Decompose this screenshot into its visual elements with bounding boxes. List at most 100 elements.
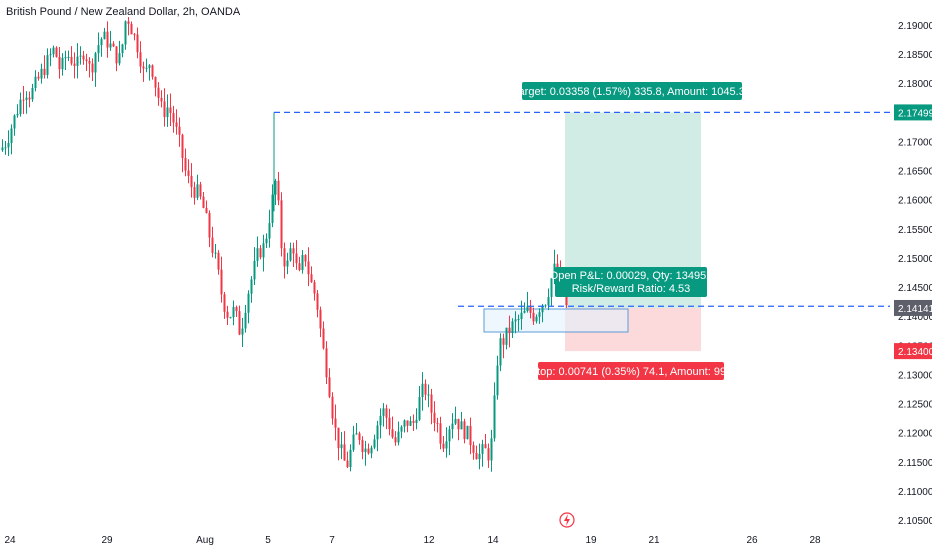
candle-body	[430, 394, 433, 413]
y-tick-label: 2.18500	[898, 50, 932, 61]
candle-body	[250, 279, 253, 294]
price-tag: 2.13400	[898, 347, 932, 358]
x-tick-label: 21	[648, 535, 660, 546]
pnl-label-bg	[555, 267, 707, 297]
candle-body	[109, 43, 112, 48]
candle-body	[454, 418, 457, 424]
y-tick-label: 2.16500	[898, 167, 932, 178]
candle-body	[328, 377, 331, 397]
time-axis[interactable]: 24 29 Aug 5 7 12 14 19 21 26 28	[4, 535, 821, 546]
candle-body	[160, 97, 163, 102]
candle-body	[178, 126, 181, 135]
candle-body	[301, 255, 304, 271]
candle-body	[148, 65, 151, 68]
candle-body	[355, 433, 358, 435]
candle-body	[193, 187, 196, 198]
candle-body	[58, 56, 61, 70]
candle-body	[226, 311, 229, 318]
candle-body	[64, 57, 67, 59]
candle-body	[208, 213, 211, 238]
pnl-label: Open P&L: 0.00029, Qty: 134952	[550, 270, 713, 282]
candle-body	[202, 196, 205, 208]
candle-body	[496, 365, 499, 396]
candle-body	[397, 431, 400, 443]
lightning-icon[interactable]	[559, 512, 575, 528]
x-tick-label: 24	[4, 535, 16, 546]
candle-body	[40, 68, 43, 79]
candle-body	[166, 107, 169, 118]
risk-reward-label: Risk/Reward Ratio: 4.53	[572, 283, 691, 295]
candle-body	[232, 307, 235, 318]
candle-body	[172, 113, 175, 123]
y-tick-label: 2.15500	[898, 225, 932, 236]
candle-body	[358, 433, 361, 441]
y-tick-label: 2.18000	[898, 79, 932, 90]
candle-body	[247, 293, 250, 313]
price-tag: 2.14141	[898, 304, 932, 315]
candle-body	[151, 65, 154, 77]
candle-body	[118, 53, 121, 64]
candle-body	[100, 39, 103, 46]
candle-body	[19, 99, 22, 115]
candle-body	[256, 248, 259, 261]
candle-body	[532, 312, 535, 322]
candle-body	[463, 421, 466, 440]
candle-body	[349, 449, 352, 468]
price-axis[interactable]: 2.190002.185002.180002.175002.170002.165…	[898, 21, 932, 527]
candle-body	[319, 309, 322, 329]
price-tag: 2.17499	[898, 108, 932, 119]
position-labels: Target: 0.03358 (1.57%) 335.8, Amount: 1…	[513, 82, 751, 380]
candle-body	[163, 101, 166, 118]
candle-body	[211, 237, 214, 253]
candle-body	[322, 328, 325, 349]
candle-body	[262, 243, 265, 258]
candle-body	[253, 260, 256, 280]
candle-body	[94, 53, 97, 73]
candle-body	[97, 45, 100, 54]
candle-body	[565, 294, 568, 306]
candle-body	[220, 269, 223, 295]
candle-body	[127, 21, 130, 24]
candle-body	[28, 97, 31, 100]
candle-body	[367, 448, 370, 454]
candle-body	[370, 447, 373, 454]
candle-body	[10, 128, 13, 144]
position-zones[interactable]	[483, 112, 701, 352]
price-tag-bg	[894, 299, 932, 316]
candle-body	[16, 114, 19, 116]
stop-label: Stop: 0.00741 (0.35%) 74.1, Amount: 990	[530, 366, 732, 378]
candle-body	[487, 448, 490, 461]
candle-body	[502, 338, 505, 345]
candle-body	[421, 383, 424, 398]
candle-body	[505, 327, 508, 345]
candle-body	[31, 87, 34, 100]
candle-body	[1, 147, 4, 151]
position-lines	[274, 111, 890, 307]
candle-body	[265, 238, 268, 244]
candle-body	[448, 429, 451, 442]
candle-body	[238, 311, 241, 335]
candle-body	[70, 56, 73, 64]
candle-body	[205, 207, 208, 214]
entry-range-box	[483, 308, 629, 333]
target-label-bg	[522, 82, 742, 100]
candle-body	[457, 418, 460, 430]
candle-body	[268, 223, 271, 239]
candle-body	[406, 420, 409, 426]
candle-body	[553, 263, 556, 279]
lightning-icon-bolt	[564, 514, 570, 526]
candle-body	[388, 417, 391, 430]
candle-body	[538, 312, 541, 317]
candle-body	[103, 31, 106, 40]
candle-body	[508, 327, 511, 334]
candle-body	[88, 61, 91, 64]
candle-body	[7, 143, 10, 148]
candle-body	[289, 248, 292, 261]
candle-body	[412, 420, 415, 423]
y-tick-label: 2.14000	[898, 312, 932, 323]
candle-body	[535, 316, 538, 322]
candle-body	[37, 76, 40, 79]
x-tick-label: 19	[585, 535, 597, 546]
candle-body	[229, 317, 232, 319]
